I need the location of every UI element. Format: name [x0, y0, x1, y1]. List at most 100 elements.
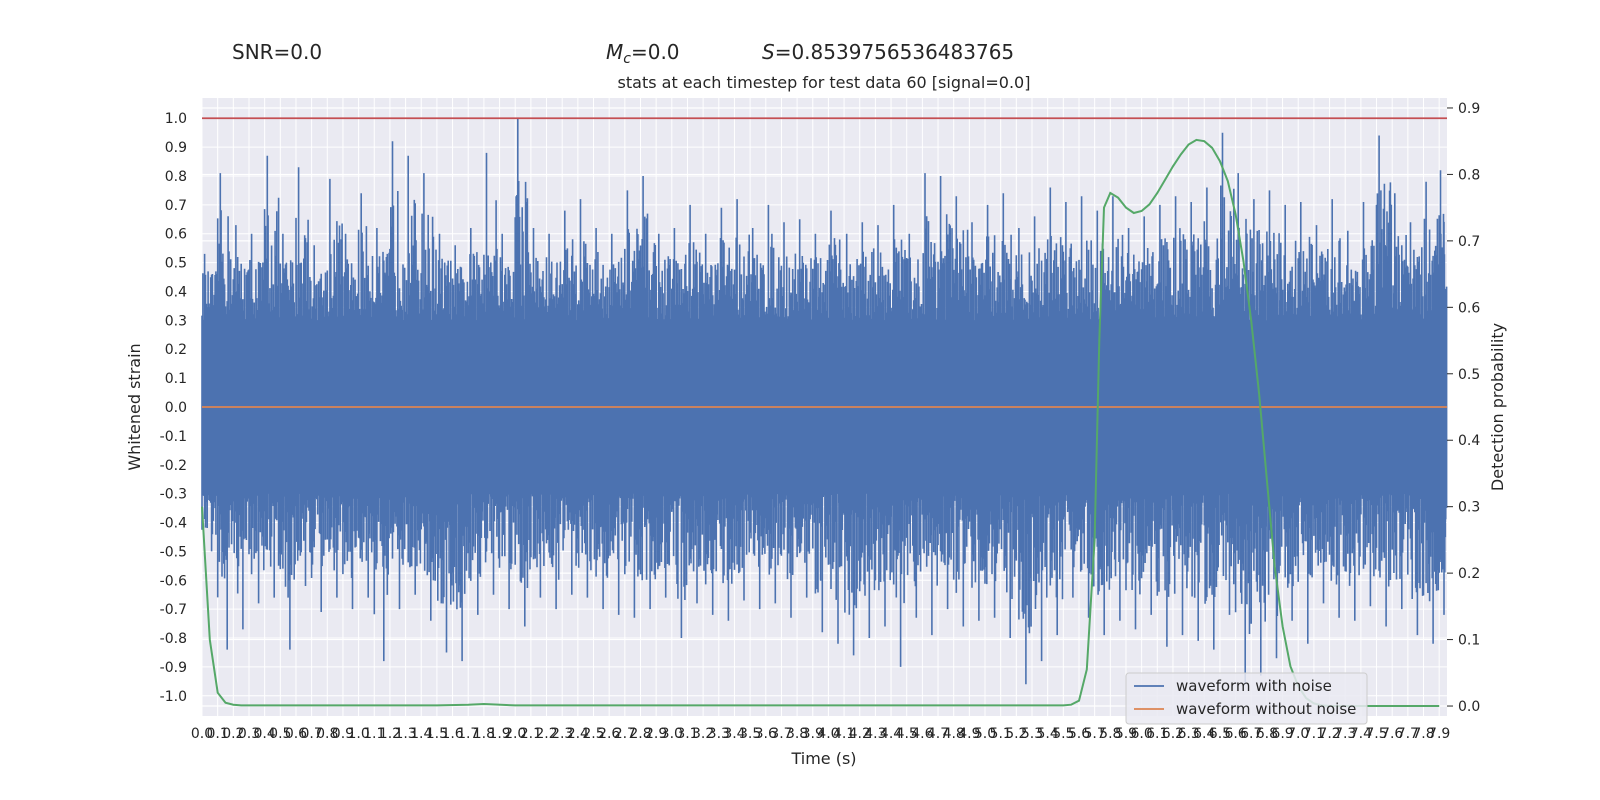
x-tick-label: 1.7: [457, 726, 479, 742]
y2-tick-label: 0.5: [1458, 367, 1480, 383]
x-tick-label: 4.5: [896, 726, 918, 742]
x-tick-label: 1.5: [426, 726, 448, 742]
score-value: =0.8539756536483765: [774, 40, 1015, 64]
x-tick-label: 0.8: [316, 726, 338, 742]
x-tick-label: 2.5: [582, 726, 604, 742]
x-tick-label: 6.6: [1224, 726, 1246, 742]
legend: waveform with noise waveform without noi…: [1125, 672, 1368, 725]
x-tick-label: 4.0: [817, 726, 839, 742]
y-tick-label: 0.8: [165, 169, 187, 185]
x-tick-label: 5.5: [1052, 726, 1074, 742]
x-tick-label: 0.0: [191, 726, 213, 742]
x-tick-label: 3.4: [723, 726, 745, 742]
x-tick-label: 5.7: [1084, 726, 1106, 742]
x-tick-label: 0.1: [207, 726, 229, 742]
x-tick-label: 4.8: [943, 726, 965, 742]
y-axis-label: Whitened strain: [125, 343, 144, 470]
x-tick-label: 5.9: [1115, 726, 1137, 742]
x-tick-label: 7.0: [1287, 726, 1309, 742]
y2-tick-label: 0.0: [1458, 699, 1480, 715]
y-tick-label: 0.6: [165, 227, 187, 243]
x-tick-label: 2.7: [614, 726, 636, 742]
y-axis-ticks: -1.0 -0.9 -0.8 -0.7 -0.6 -0.5 -0.4 -0.3 -0.2 -0.1…: [160, 111, 187, 705]
y-tick-label: -0.1: [160, 429, 187, 445]
x-tick-label: 6.4: [1193, 726, 1215, 742]
x-tick-label: 4.3: [864, 726, 886, 742]
y2-tick-label: 0.9: [1458, 101, 1480, 117]
x-tick-label: 4.2: [849, 726, 871, 742]
x-tick-label: 0.2: [222, 726, 244, 742]
x-tick-label: 0.9: [332, 726, 354, 742]
y2-tick-label: 0.8: [1458, 167, 1480, 183]
x-tick-label: 2.3: [551, 726, 573, 742]
y-tick-label: -0.9: [160, 660, 187, 676]
x-tick-label: 1.1: [363, 726, 385, 742]
y-tick-label: 0.3: [165, 313, 187, 329]
legend-label-clean: waveform without noise: [1176, 700, 1356, 718]
x-tick-label: 3.1: [676, 726, 698, 742]
y-tick-label: 0.9: [165, 140, 187, 156]
x-tick-label: 2.1: [520, 726, 542, 742]
y-tick-label: 0.7: [165, 198, 187, 214]
x-tick-label: 3.7: [770, 726, 792, 742]
chirp-mass-stat: Mc=0.0: [606, 40, 680, 67]
x-tick-label: 6.9: [1271, 726, 1293, 742]
x-tick-label: 1.0: [347, 726, 369, 742]
x-tick-label: 4.7: [927, 726, 949, 742]
x-tick-label: 1.6: [441, 726, 463, 742]
y-tick-label: -0.3: [160, 487, 187, 503]
y-tick-label: 1.0: [165, 111, 187, 127]
score-symbol: S: [762, 40, 775, 64]
y2-tick-label: 0.7: [1458, 234, 1480, 250]
x-tick-label: 6.0: [1130, 726, 1152, 742]
y2-tick-label: 0.3: [1458, 500, 1480, 516]
chirp-mass-value: =0.0: [630, 40, 680, 64]
x-tick-label: 2.4: [567, 726, 589, 742]
x-tick-label: 7.6: [1381, 726, 1403, 742]
legend-label-noisy: waveform with noise: [1176, 677, 1332, 695]
x-tick-label: 5.6: [1068, 726, 1090, 742]
x-tick-label: 5.2: [1005, 726, 1027, 742]
x-axis-ticks: 0.00.10.20.30.40.50.60.70.80.91.01.11.21…: [191, 726, 1450, 742]
x-tick-label: 4.6: [911, 726, 933, 742]
y-tick-label: -1.0: [160, 689, 187, 705]
x-tick-label: 3.2: [692, 726, 714, 742]
x-tick-label: 7.1: [1303, 726, 1325, 742]
chart-title: stats at each timestep for test data 60 …: [618, 73, 1031, 92]
x-tick-label: 3.5: [739, 726, 761, 742]
x-tick-label: 6.7: [1240, 726, 1262, 742]
x-tick-label: 6.2: [1162, 726, 1184, 742]
legend-box: [1125, 672, 1368, 725]
x-tick-label: 5.4: [1037, 726, 1059, 742]
y2-axis-label: Detection probability: [1488, 323, 1507, 491]
x-tick-label: 0.5: [269, 726, 291, 742]
y-tick-label: -0.8: [160, 631, 187, 647]
x-tick-label: 6.3: [1177, 726, 1199, 742]
x-tick-label: 2.6: [598, 726, 620, 742]
y2-tick-label: 0.4: [1458, 433, 1480, 449]
x-tick-label: 5.3: [1021, 726, 1043, 742]
x-tick-label: 7.8: [1412, 726, 1434, 742]
x-tick-label: 0.4: [254, 726, 276, 742]
x-tick-label: 6.8: [1256, 726, 1278, 742]
x-tick-label: 3.8: [786, 726, 808, 742]
y-tick-label: -0.7: [160, 602, 187, 618]
y-tick-label: 0.1: [165, 371, 187, 387]
x-tick-label: 1.3: [394, 726, 416, 742]
x-tick-label: 3.9: [802, 726, 824, 742]
chirp-mass-subscript: c: [623, 51, 631, 67]
y-tick-label: 0.5: [165, 256, 187, 272]
x-tick-label: 3.6: [755, 726, 777, 742]
x-tick-label: 7.2: [1318, 726, 1340, 742]
x-tick-label: 5.1: [990, 726, 1012, 742]
x-tick-label: 2.2: [535, 726, 557, 742]
y2-tick-label: 0.6: [1458, 300, 1480, 316]
x-tick-label: 1.9: [488, 726, 510, 742]
x-tick-label: 0.7: [300, 726, 322, 742]
y-tick-label: -0.5: [160, 544, 187, 560]
x-tick-label: 6.5: [1209, 726, 1231, 742]
x-tick-label: 4.4: [880, 726, 902, 742]
y-tick-label: -0.6: [160, 573, 187, 589]
x-tick-label: 7.4: [1350, 726, 1372, 742]
